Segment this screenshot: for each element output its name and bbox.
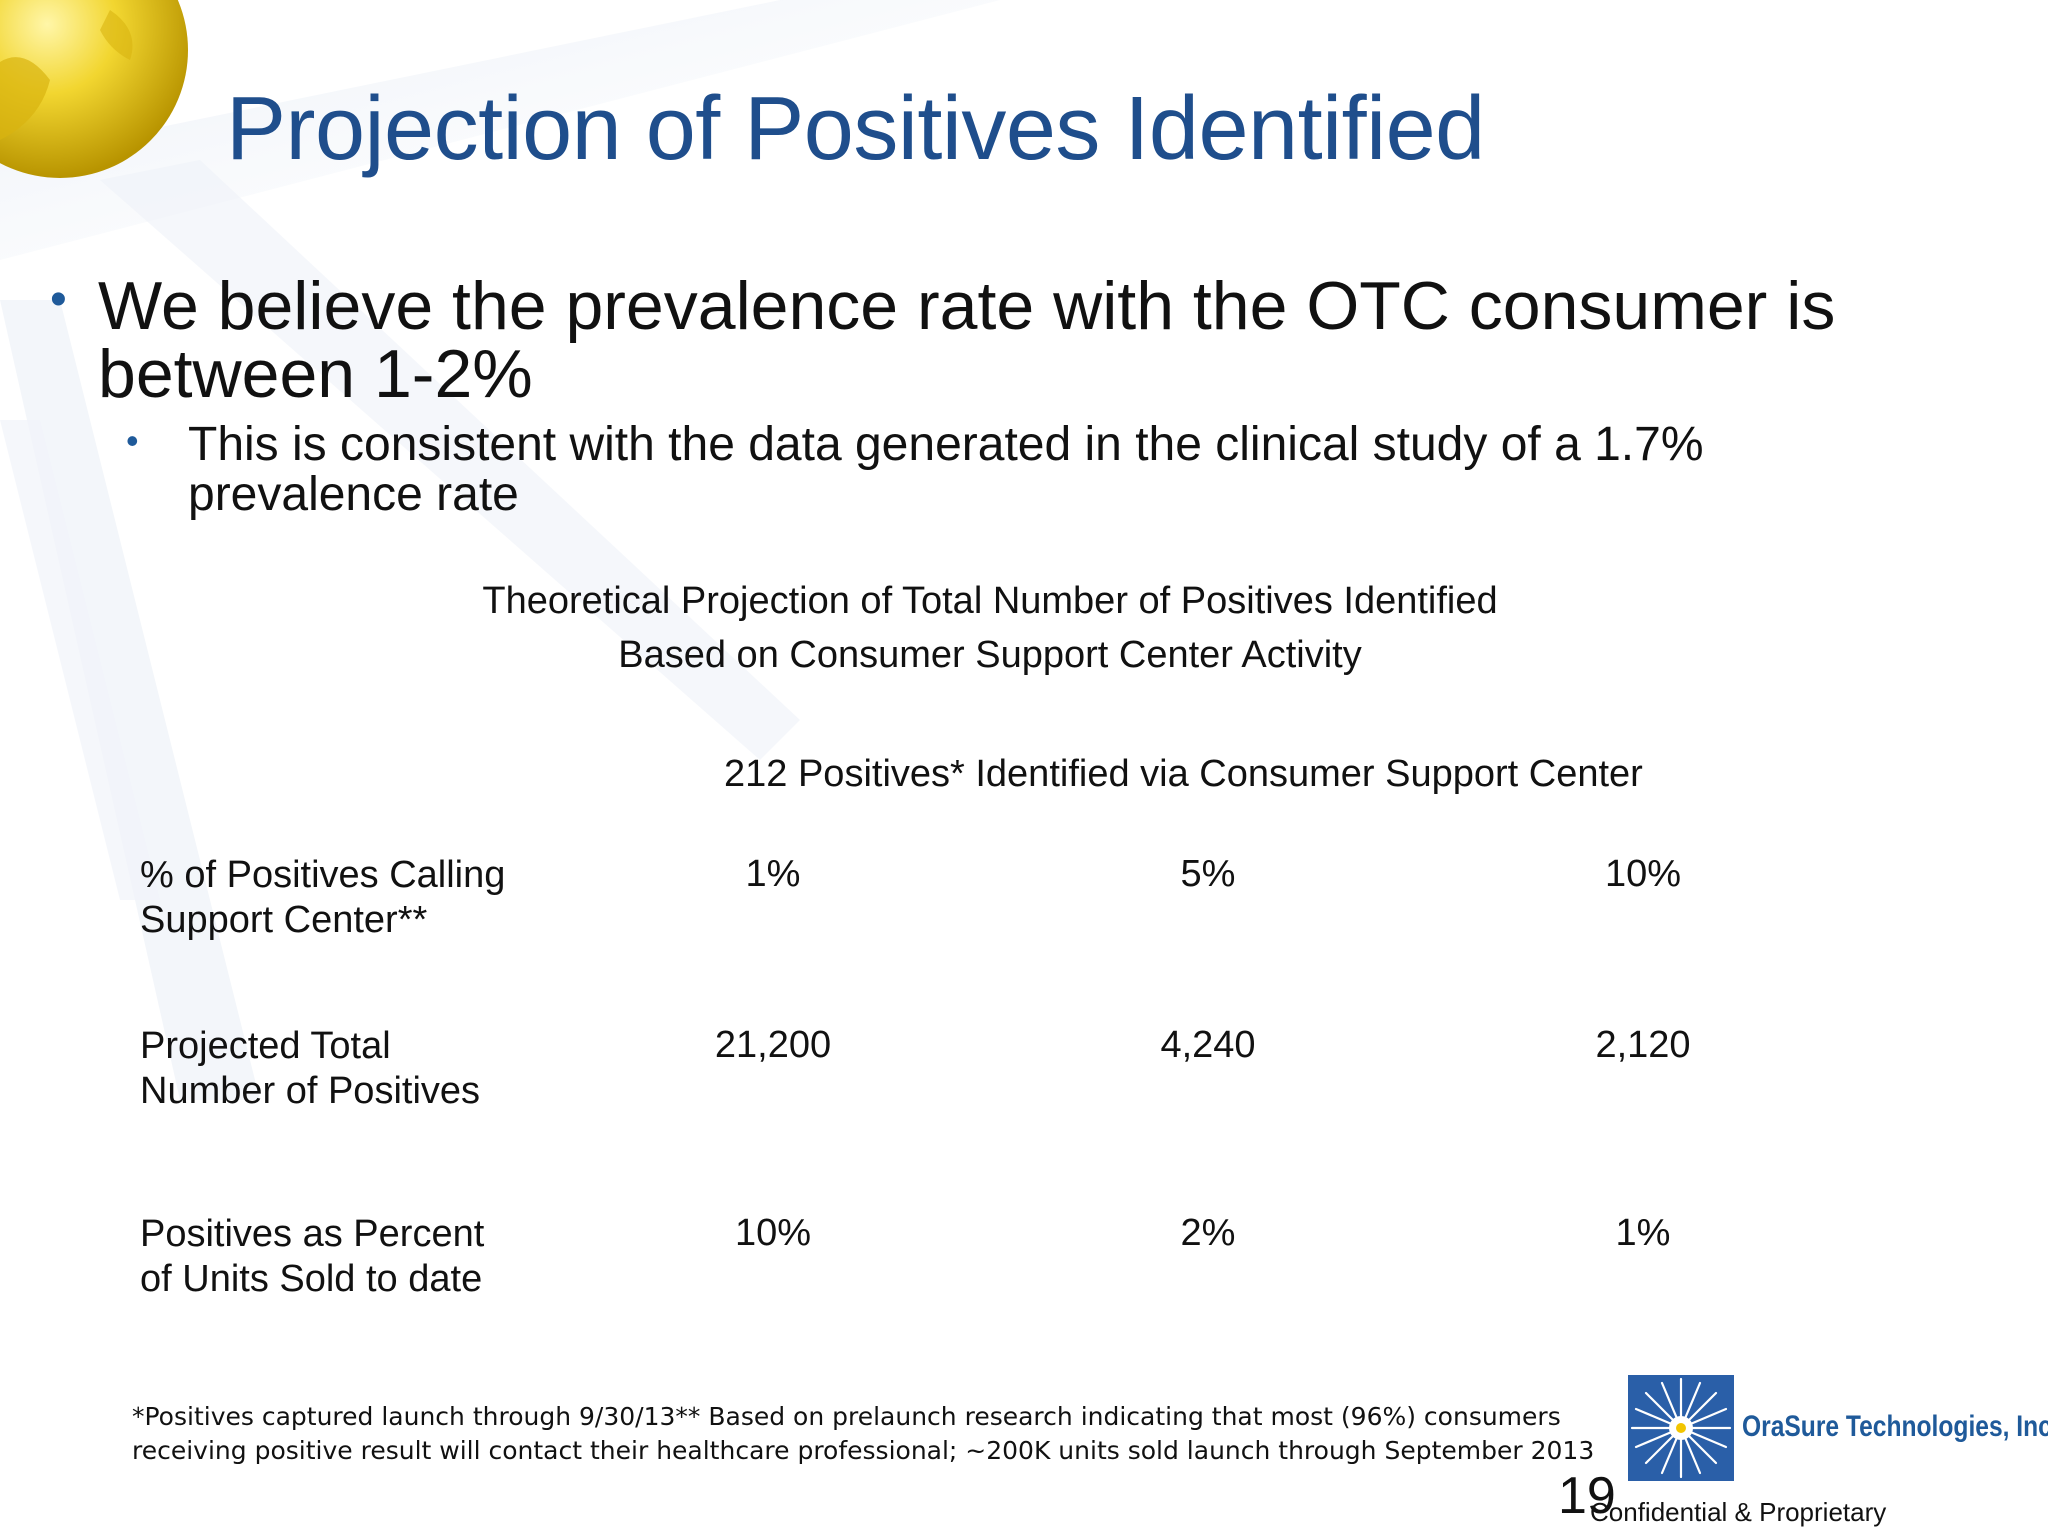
page-number: 19 xyxy=(1558,1467,1616,1525)
table-cell: 2% xyxy=(1180,1212,1236,1254)
row-label-line: of Units Sold to date xyxy=(140,1258,483,1300)
bullet-marker: • xyxy=(126,420,139,461)
table-cell: 21,200 xyxy=(714,1024,832,1066)
starburst-logo-icon xyxy=(1628,1375,1734,1481)
background-rays xyxy=(0,0,1000,1100)
row-label-line: % of Positives Calling xyxy=(140,854,506,896)
slide-title: Projection of Positives Identified xyxy=(226,79,1485,179)
table-cell: 5% xyxy=(1180,853,1236,895)
table-cell: 2,120 xyxy=(1595,1024,1691,1066)
row-label-line: Support Center** xyxy=(140,899,428,941)
company-name: OraSure Technologies, Inc. xyxy=(1742,1410,2048,1443)
table-cell: 10% xyxy=(734,1212,812,1254)
table-cell: 4,240 xyxy=(1160,1024,1256,1066)
row-label-line: Number of Positives xyxy=(140,1070,481,1112)
company-logo xyxy=(1628,1375,1734,1481)
confidentiality-notice: Confidential & Proprietary xyxy=(1590,1497,1887,1527)
table-cell: 1% xyxy=(745,853,801,895)
row-label-projected-total: Projected Total Number of Positives xyxy=(140,1024,480,1114)
bullet-marker: • xyxy=(50,273,67,326)
table-cell: 10% xyxy=(1604,853,1682,895)
table-cell: 1% xyxy=(1615,1212,1671,1254)
footnote: *Positives captured launch through 9/30/… xyxy=(132,1402,1595,1465)
bullet-primary: • We believe the prevalence rate with th… xyxy=(50,272,1930,408)
table-header: 212 Positives* Identified via Consumer S… xyxy=(724,753,1643,795)
row-label-line: Positives as Percent xyxy=(140,1213,485,1255)
table-caption-line-1: Theoretical Projection of Total Number o… xyxy=(482,580,1498,622)
table-caption-line-2: Based on Consumer Support Center Activit… xyxy=(618,634,1362,676)
row-label-line: Projected Total xyxy=(140,1025,391,1067)
row-label-percent-of-units: Positives as Percent of Units Sold to da… xyxy=(140,1212,484,1302)
bullet-secondary: • This is consistent with the data gener… xyxy=(126,420,1926,520)
bullet-secondary-text: This is consistent with the data generat… xyxy=(188,418,1704,521)
gold-globe-icon xyxy=(0,0,188,178)
row-label-calling-percent: % of Positives Calling Support Center** xyxy=(140,853,505,943)
bullet-primary-text: We believe the prevalence rate with the … xyxy=(98,268,1836,412)
